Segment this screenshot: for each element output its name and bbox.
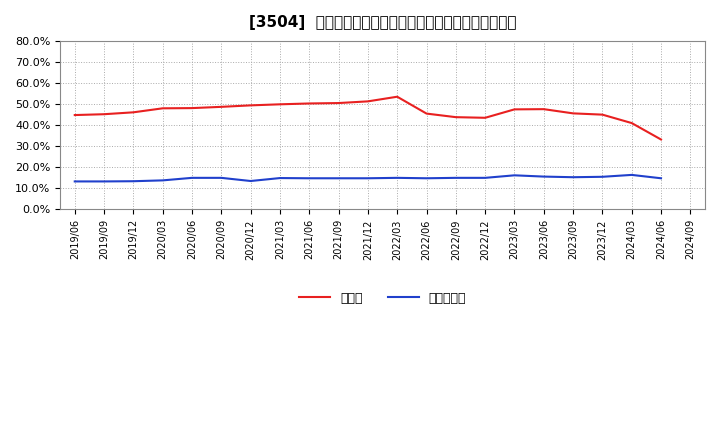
現頲金	[305, 101, 314, 106]
有利子負債	[422, 176, 431, 181]
有利子負債	[246, 178, 255, 183]
有利子負債	[598, 174, 607, 180]
現頲金	[276, 102, 284, 107]
有利子負債	[100, 179, 109, 184]
現頲金	[627, 121, 636, 126]
有利子負債	[393, 175, 402, 180]
有利子負債	[539, 174, 548, 179]
有利子負債	[71, 179, 79, 184]
有利子負債	[276, 176, 284, 181]
現頲金	[422, 111, 431, 116]
有利子負債	[364, 176, 372, 181]
現頲金	[451, 114, 460, 120]
有利子負債	[451, 175, 460, 180]
有利子負債	[657, 176, 665, 181]
Legend: 現頲金, 有利子負債: 現頲金, 有利子負債	[294, 286, 472, 309]
有利子負債	[305, 176, 314, 181]
有利子負債	[217, 175, 225, 180]
有利子負債	[188, 175, 197, 180]
現頲金	[217, 104, 225, 110]
現頲金	[393, 94, 402, 99]
現頲金	[510, 107, 519, 112]
現頲金	[598, 112, 607, 117]
有利子負債	[627, 172, 636, 177]
現頲金	[100, 112, 109, 117]
現頲金	[71, 112, 79, 117]
有利子負債	[334, 176, 343, 181]
有利子負債	[510, 172, 519, 178]
現頲金	[246, 103, 255, 108]
現頲金	[334, 100, 343, 106]
現頲金	[188, 106, 197, 111]
現頲金	[539, 106, 548, 112]
現頲金	[364, 99, 372, 104]
有利子負債	[569, 175, 577, 180]
Title: [3504]  現頲金、有利子負債の総資産に対する比率の推移: [3504] 現頲金、有利子負債の総資産に対する比率の推移	[249, 15, 516, 30]
現頲金	[158, 106, 167, 111]
現頲金	[657, 137, 665, 142]
Line: 有利子負債: 有利子負債	[75, 175, 661, 181]
有利子負債	[129, 179, 138, 184]
有利子負債	[481, 175, 490, 180]
Line: 現頲金: 現頲金	[75, 97, 661, 139]
現頲金	[481, 115, 490, 121]
現頲金	[569, 111, 577, 116]
有利子負債	[158, 178, 167, 183]
現頲金	[129, 110, 138, 115]
